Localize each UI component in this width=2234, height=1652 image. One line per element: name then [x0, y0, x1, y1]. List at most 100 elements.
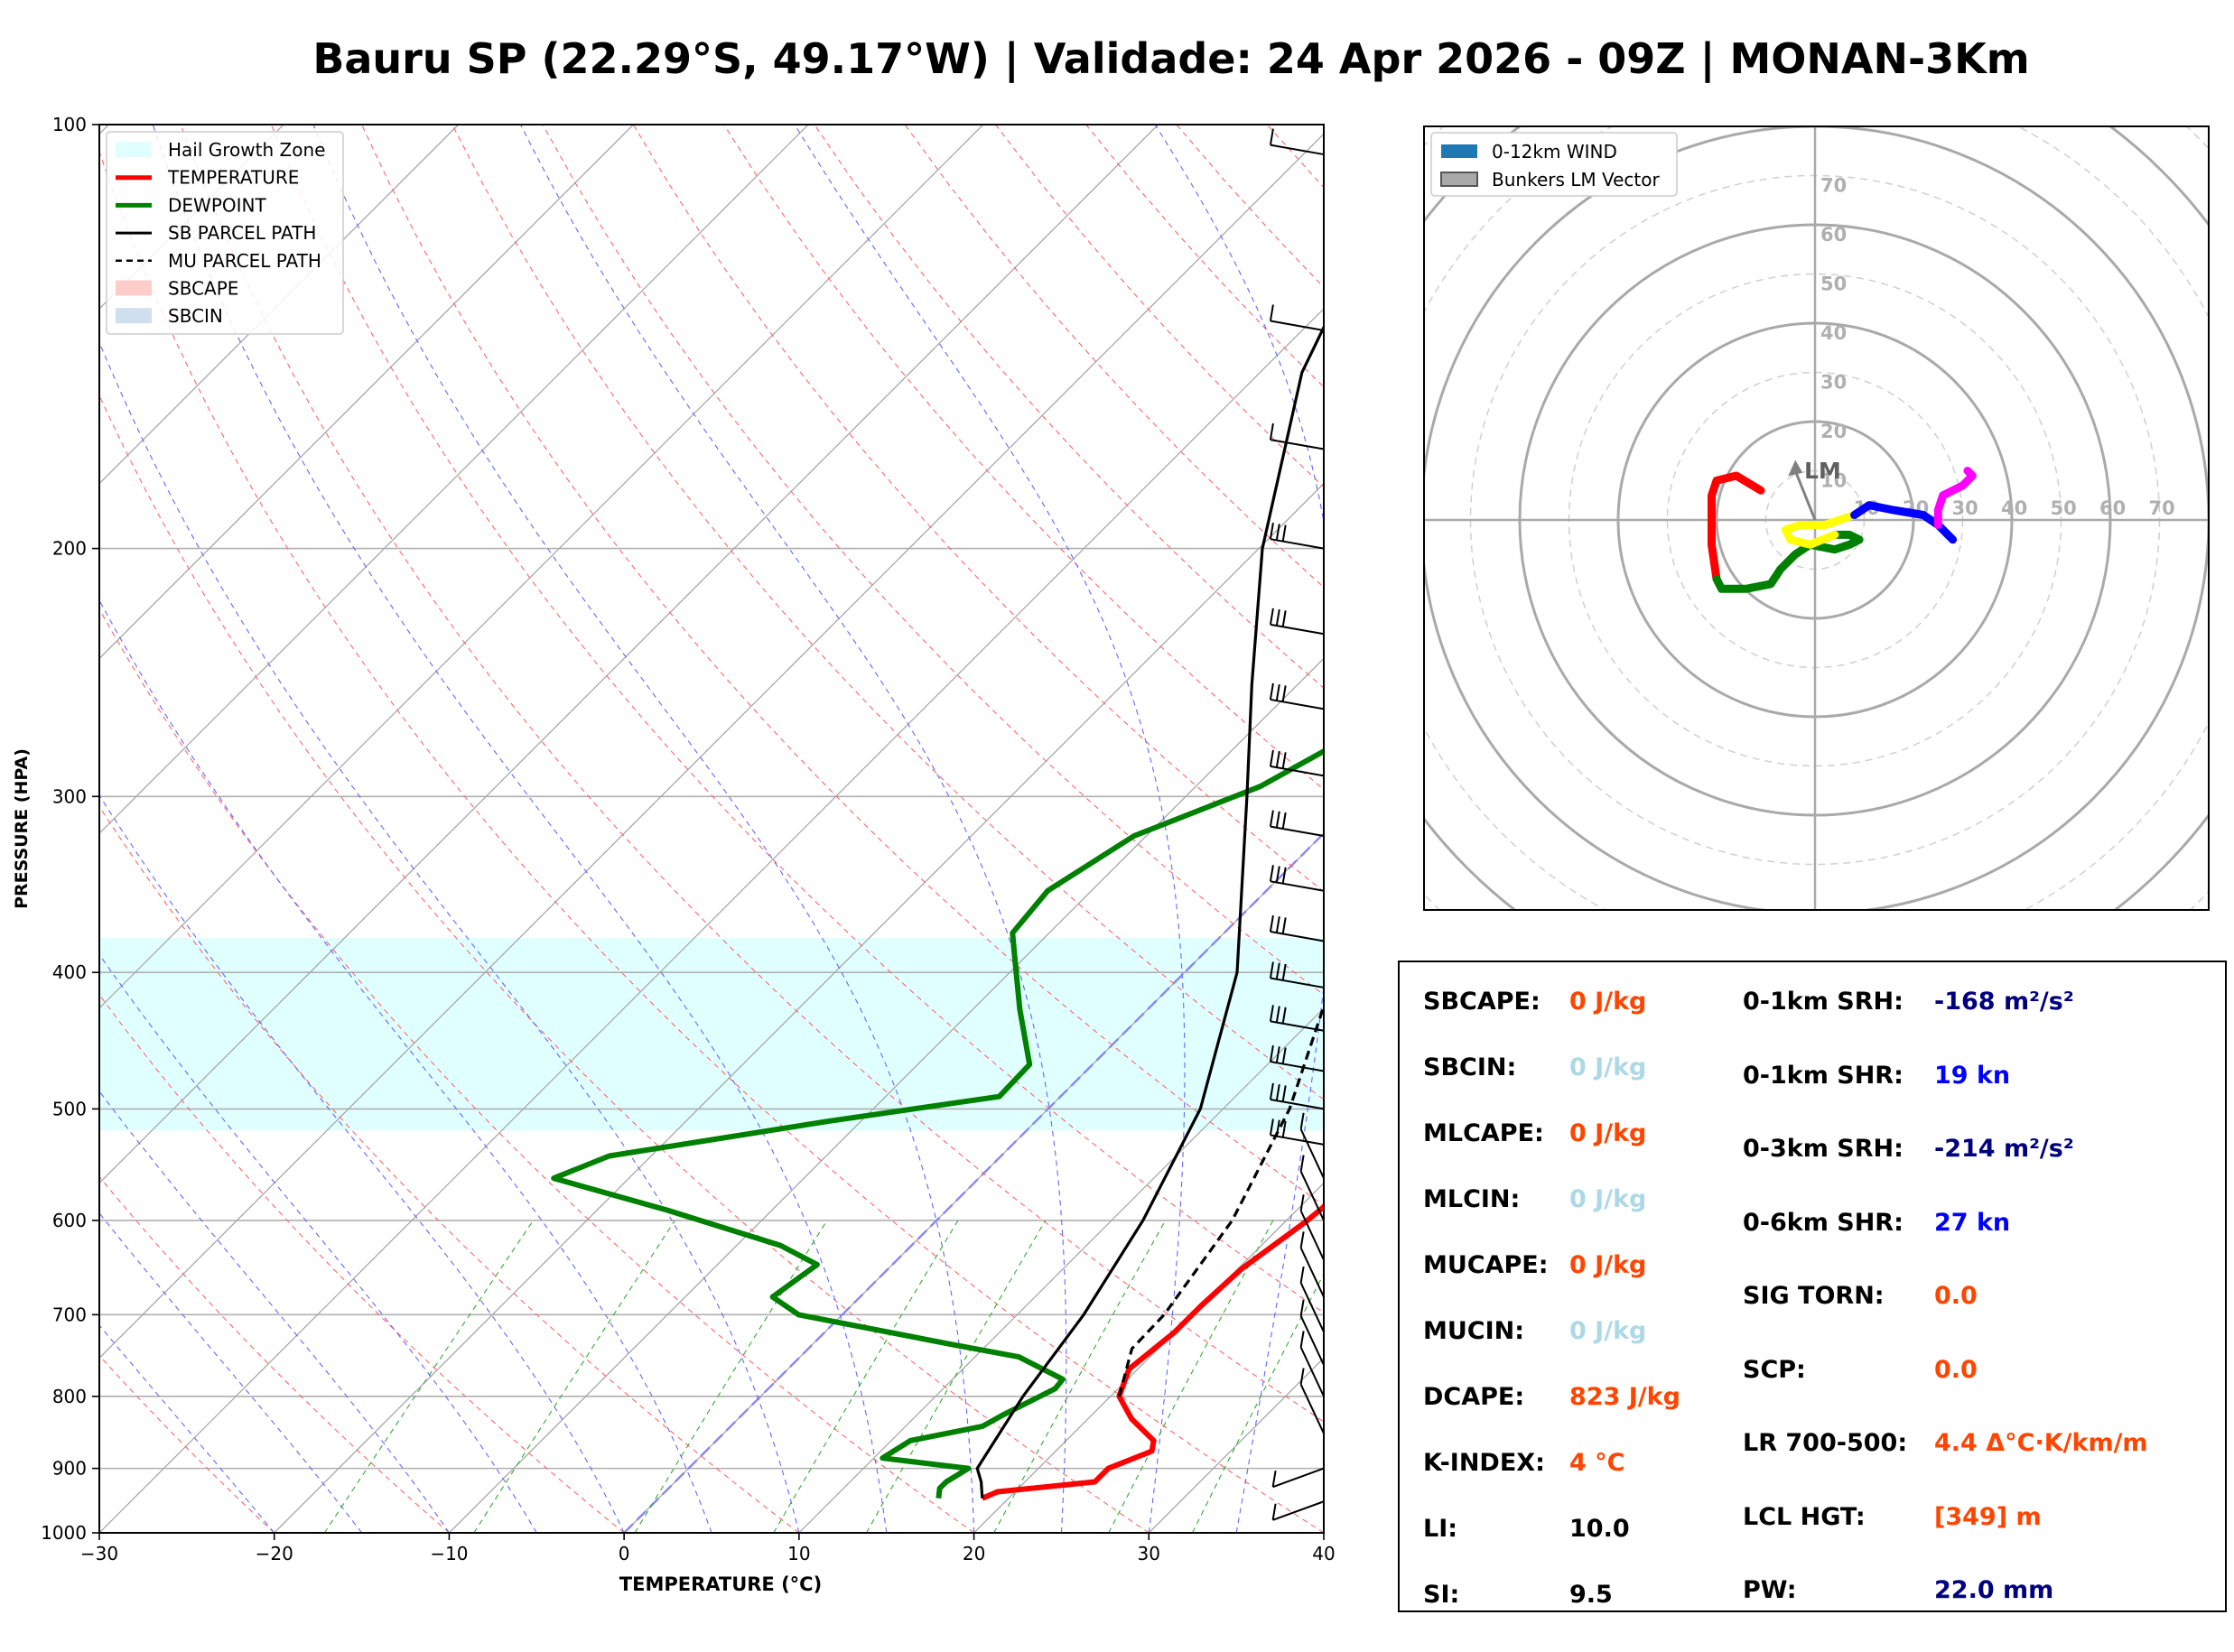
temperature-line: [981, 1203, 1324, 1501]
moist-adiabat: [99, 1324, 275, 1533]
wind-barb: [1299, 1155, 1325, 1221]
wind-barb: [1269, 1118, 1325, 1146]
stat-value: 0 J/kg: [1569, 1185, 1647, 1213]
hodograph-ring-label: 10: [1820, 470, 1847, 492]
hodograph-ring: [1424, 126, 2209, 910]
x-tick-label: 40: [1312, 1543, 1335, 1564]
stat-label: SBCAPE:: [1423, 988, 1541, 1016]
wind-barb: [1299, 1231, 1325, 1298]
hodograph-ring-label: 30: [1952, 497, 1978, 519]
isotherm: [99, 308, 1324, 1533]
stat-label: MLCAPE:: [1423, 1119, 1544, 1147]
moist-adiabat: [794, 125, 1186, 1533]
isotherm: [99, 125, 634, 660]
stat-label: 0-6km SHR:: [1743, 1208, 1904, 1237]
mixing-ratio-line: [993, 1220, 1167, 1533]
wind-barb: [1269, 810, 1325, 838]
stat-value: -168 m²/s²: [1934, 988, 2074, 1016]
dry-adiabat: [99, 993, 625, 1533]
hodograph-ring-label: 40: [1820, 322, 1847, 344]
stat-label: LCL HGT:: [1743, 1502, 1866, 1531]
wind-barb: [1269, 304, 1325, 331]
stats-panel: SBCAPE: 0 J/kg SBCIN: 0 J/kg MLCAPE: 0 J/kg ML…: [1398, 961, 2227, 1612]
hodograph-segment: [1712, 530, 1864, 593]
mixing-ratio-line: [634, 1220, 828, 1533]
wind-barb: [1269, 961, 1325, 988]
stat-value: 0.0: [1934, 1282, 1978, 1310]
legend-entry: SB PARCEL PATH: [168, 222, 316, 244]
wind-barb: [1299, 1266, 1325, 1332]
stat-value: 27 kn: [1934, 1208, 2011, 1237]
y-tick-label: 900: [52, 1458, 87, 1480]
stat-value: [349] m: [1934, 1502, 2042, 1531]
stat-value: 10.0: [1569, 1515, 1630, 1543]
isotherm: [99, 125, 460, 485]
stat-value: 4 °C: [1569, 1449, 1625, 1477]
wind-barb: [1299, 1331, 1325, 1397]
wind-barb: [1299, 1299, 1325, 1366]
dry-adiabat: [99, 805, 800, 1533]
stat-label: SCP:: [1743, 1355, 1806, 1384]
stat-label: 0-1km SHR:: [1743, 1061, 1904, 1090]
stat-label: 0-3km SRH:: [1743, 1135, 1904, 1163]
bunkers-lm-vector: [1793, 469, 1817, 521]
dewpoint-line: [551, 747, 1324, 1499]
stat-label: DCAPE:: [1423, 1383, 1525, 1411]
isotherm: [99, 125, 1159, 1184]
mixing-ratio-line: [773, 1220, 959, 1533]
hodograph-ring-label: 30: [1820, 372, 1847, 394]
wind-barb: [1269, 128, 1325, 156]
dry-adiabat: [180, 125, 1324, 1423]
wind-barb: [1269, 865, 1325, 892]
x-axis-label: TEMPERATURE (°C): [619, 1573, 822, 1595]
isotherm: [99, 125, 809, 835]
isotherm: [99, 125, 984, 1009]
legend-entry: SBCIN: [168, 305, 223, 327]
hodograph-ring-label: 60: [2099, 497, 2126, 519]
mixing-ratio-line: [323, 1220, 535, 1533]
stat-label: SI:: [1423, 1581, 1460, 1609]
wind-barb: [1269, 914, 1325, 942]
stat-label: LR 700-500:: [1743, 1429, 1908, 1457]
wind-barb: [1299, 1368, 1325, 1434]
legend-entry: Bunkers LM Vector: [1492, 169, 1661, 190]
page-title: Bauru SP (22.29°S, 49.17°W) | Validade: …: [312, 34, 2030, 83]
legend-entry: 0-12km WIND: [1492, 141, 1617, 162]
stat-value: -214 m²/s²: [1934, 1135, 2074, 1163]
hodograph-segment: [1781, 511, 1859, 549]
dry-adiabat: [270, 125, 1324, 1313]
legend-entry: TEMPERATURE: [167, 167, 299, 189]
x-tick-label: 30: [1138, 1543, 1160, 1564]
stat-value: 19 kn: [1934, 1061, 2011, 1090]
hodograph-ring-label: 70: [2149, 497, 2175, 519]
hodograph-ring-label: 50: [2051, 497, 2077, 519]
stat-value: 0 J/kg: [1569, 1251, 1647, 1279]
moist-adiabat: [99, 1091, 450, 1533]
x-tick-label: −20: [256, 1543, 293, 1564]
isotherm: [99, 133, 1324, 1360]
mixing-ratio-line: [1192, 1272, 1324, 1533]
y-tick-label: 100: [52, 114, 87, 135]
stat-label: 0-1km SRH:: [1743, 988, 1904, 1016]
hodograph-legend: 0-12km WIND Bunkers LM Vector: [1430, 132, 1678, 197]
wind-barb: [1299, 1112, 1325, 1179]
y-axis-label: PRESSURE (HPA): [12, 748, 32, 909]
stat-value: 0 J/kg: [1569, 1119, 1647, 1147]
mixing-ratio-line: [1108, 1220, 1274, 1533]
hodograph-ring-label: 40: [2001, 497, 2027, 519]
y-tick-label: 1000: [41, 1522, 87, 1544]
x-tick-label: 10: [787, 1543, 810, 1564]
wind-barb: [1269, 422, 1325, 450]
hodograph-ring-label: 20: [1820, 421, 1847, 442]
wind-barb: [1269, 682, 1325, 710]
wind-barb: [1269, 1005, 1325, 1032]
dry-adiabat: [542, 125, 1324, 996]
wind-barb: [1299, 1194, 1325, 1261]
hodograph-ring: [1224, 0, 2234, 1110]
wind-barb: [1269, 749, 1325, 777]
dry-adiabat: [451, 125, 1324, 1100]
y-tick-label: 200: [52, 538, 87, 560]
legend: [106, 131, 344, 335]
